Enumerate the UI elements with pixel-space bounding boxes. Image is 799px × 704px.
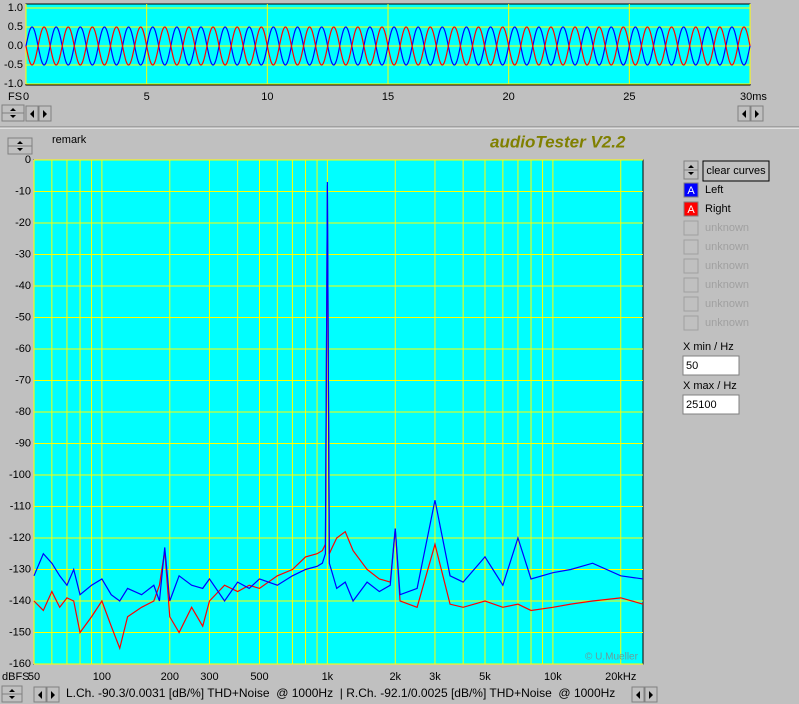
scope-y-tick-label: 0.0 xyxy=(8,40,23,52)
scope-x-tick-label: 15 xyxy=(382,91,394,103)
scope-x-tick-label: 5 xyxy=(144,91,150,103)
status-left-2[interactable] xyxy=(631,686,645,703)
spectrum-x-tick-label: 50 xyxy=(28,671,40,683)
spectrum-trace xyxy=(33,182,644,603)
spectrum-y-tick-label: -60 xyxy=(15,343,31,355)
spectrum-y-tick-label: -90 xyxy=(15,437,31,449)
spectrum-y-tick-label: -80 xyxy=(15,406,31,418)
legend-label: unknown xyxy=(705,298,749,310)
spectrum-y-tick-label: -100 xyxy=(9,469,31,481)
spectrum-y-tick-label: -40 xyxy=(15,280,31,292)
spectrum-y-tick-label: -140 xyxy=(9,595,31,607)
legend-letter: A xyxy=(687,204,695,216)
scope-trace xyxy=(25,26,751,66)
status-right[interactable] xyxy=(46,686,60,703)
status-left[interactable] xyxy=(33,686,47,703)
scope-y-tick-label: -0.5 xyxy=(4,59,23,71)
scope-spin[interactable] xyxy=(1,104,25,122)
xmin-value: 50 xyxy=(686,360,698,372)
legend-swatch xyxy=(683,315,699,331)
xmin-label: X min / Hz xyxy=(683,341,734,353)
spectrum-y-tick-label: -120 xyxy=(9,532,31,544)
spectrum-x-tick-label: 3k xyxy=(429,671,441,683)
clear-curves-label: clear curves xyxy=(706,165,766,177)
scope-x-tick-label: 10 xyxy=(261,91,273,103)
spectrum-y-unit: dBFS xyxy=(2,671,30,683)
legend-swatch xyxy=(683,182,699,198)
scope-scroll-left[interactable] xyxy=(25,105,39,122)
scope-x-tick-label: 25 xyxy=(623,91,635,103)
legend-swatch xyxy=(683,277,699,293)
status-text: L.Ch. -90.3/0.0031 [dB/%] THD+Noise @ 10… xyxy=(66,686,615,700)
spectrum-trace xyxy=(33,185,644,651)
remark: remark xyxy=(52,134,87,146)
remark-spin[interactable] xyxy=(7,137,33,155)
legend-letter: A xyxy=(687,185,695,197)
scope-y-unit: FS xyxy=(8,91,22,103)
spectrum-x-tick-label: 500 xyxy=(250,671,268,683)
spectrum-x-tick-label: 5k xyxy=(479,671,491,683)
legend-label: unknown xyxy=(705,260,749,272)
copyright: © U.Mueller xyxy=(585,652,639,663)
legend-label: unknown xyxy=(705,222,749,234)
legend-swatch xyxy=(683,239,699,255)
spectrum-x-tick-label: 20kHz xyxy=(605,671,636,683)
xmin-input[interactable] xyxy=(682,355,740,376)
spectrum-x-tick-label: 2k xyxy=(389,671,401,683)
legend-label: unknown xyxy=(705,279,749,291)
scope-y-tick-label: 0.5 xyxy=(8,21,23,33)
spectrum-x-tick-label: 300 xyxy=(200,671,218,683)
app-title: audioTester V2.2 xyxy=(490,132,626,151)
status-right-2[interactable] xyxy=(644,686,658,703)
spectrum-y-tick-label: 0 xyxy=(25,154,31,166)
legend-label: unknown xyxy=(705,317,749,329)
spectrum-x-tick-label: 1k xyxy=(322,671,334,683)
xmax-input[interactable] xyxy=(682,394,740,415)
xmax-label: X max / Hz xyxy=(683,380,737,392)
status-spin[interactable] xyxy=(1,685,23,703)
legend-swatch xyxy=(683,258,699,274)
legend-swatch xyxy=(683,296,699,312)
xmax-value: 25100 xyxy=(686,399,717,411)
scope-scroll-left-2[interactable] xyxy=(737,105,751,122)
legend-swatch xyxy=(683,220,699,236)
scope-x-tick-label: 20 xyxy=(503,91,515,103)
scope-y-tick-label: -1.0 xyxy=(4,78,23,90)
spectrum-x-tick-label: 200 xyxy=(161,671,179,683)
spectrum-y-tick-label: -20 xyxy=(15,217,31,229)
spectrum-y-tick-label: -50 xyxy=(15,311,31,323)
clear-curves-button[interactable] xyxy=(702,160,770,182)
legend-label: unknown xyxy=(705,241,749,253)
scope-scroll-right-2[interactable] xyxy=(750,105,764,122)
scope-scroll-right[interactable] xyxy=(38,105,52,122)
spectrum-y-tick-label: -30 xyxy=(15,248,31,260)
legend-spin[interactable] xyxy=(683,160,699,180)
spectrum-y-tick-label: -10 xyxy=(15,185,31,197)
legend-label: Left xyxy=(705,184,723,196)
spectrum-x-tick-label: 10k xyxy=(544,671,562,683)
legend-label: Right xyxy=(705,203,731,215)
spectrum-y-tick-label: -130 xyxy=(9,563,31,575)
scope-x-tick-label: 0 xyxy=(23,91,29,103)
scope-y-tick-label: 1.0 xyxy=(8,2,23,14)
spectrum-x-tick-label: 100 xyxy=(93,671,111,683)
spectrum-y-tick-label: -150 xyxy=(9,626,31,638)
legend-swatch xyxy=(683,201,699,217)
spectrum-y-tick-label: -160 xyxy=(9,658,31,670)
scope-x-tick-label: 30ms xyxy=(740,91,767,103)
spectrum-y-tick-label: -110 xyxy=(10,500,31,512)
spectrum-y-tick-label: -70 xyxy=(15,374,31,386)
